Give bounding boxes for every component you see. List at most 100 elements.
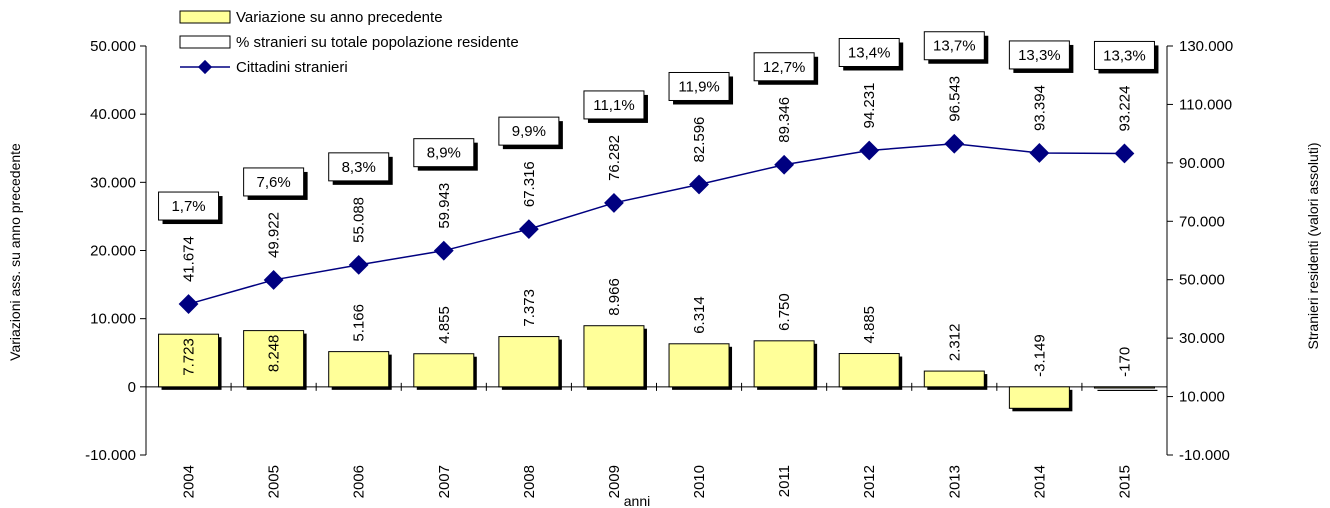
pct-label: 13,7%	[933, 38, 976, 55]
pct-box	[838, 37, 900, 67]
y-axis-right-title: Stranieri residenti (valori assoluti)	[1305, 143, 1321, 350]
bar-value-label: 4.885	[861, 306, 878, 344]
legend-label-bar: Variazione su anno precedente	[236, 9, 443, 26]
line-value-label: 41.674	[181, 236, 198, 282]
line-value-label: 76.282	[606, 135, 623, 181]
bar	[583, 325, 645, 388]
y-tick-right-label: 70.000	[1179, 213, 1225, 230]
line-marker	[859, 140, 880, 161]
bar-value-label: 6.750	[776, 293, 793, 331]
line-series	[188, 142, 1125, 305]
bar	[1093, 386, 1155, 389]
pct-box	[498, 116, 560, 146]
y-axis-left-title: Variazioni ass. su anno precedente	[7, 143, 23, 361]
bar-value-label: 8.966	[606, 278, 623, 316]
bar-value-label: 4.855	[436, 306, 453, 344]
bar	[753, 340, 815, 388]
bar-value-label: 8.248	[266, 335, 283, 373]
line-marker	[263, 270, 284, 290]
y-tick-right-label: 110.000	[1179, 96, 1232, 113]
pct-label: 13,4%	[848, 44, 891, 61]
x-tick-label: 2010	[691, 465, 708, 498]
pct-label: 8,9%	[427, 145, 461, 162]
x-tick-label: 2011	[776, 465, 793, 497]
line-marker	[1114, 143, 1135, 164]
y-tick-right-label: 90.000	[1179, 155, 1225, 172]
line-value-label: 89.346	[776, 97, 793, 143]
pct-box	[923, 31, 985, 61]
pct-label: 7,6%	[257, 174, 291, 191]
x-axis-title: anni	[624, 493, 650, 508]
y-tick-right-label: 50.000	[1179, 272, 1225, 289]
legend-label-pct: % stranieri su totale popolazione reside…	[236, 34, 519, 51]
line-marker	[1029, 143, 1050, 163]
line-marker	[348, 254, 369, 275]
line-value-label: 49.922	[266, 212, 283, 258]
bar	[668, 343, 730, 388]
line-value-label: 67.316	[521, 161, 538, 207]
line-marker	[944, 133, 965, 154]
line-marker	[178, 294, 199, 314]
bar	[328, 351, 390, 388]
x-tick-label: 2005	[266, 465, 283, 498]
pct-box	[583, 90, 645, 120]
y-tick-left-label: 30.000	[90, 174, 136, 191]
bar	[498, 336, 560, 388]
legend-swatch-pct	[179, 35, 231, 49]
bar-value-label: 7.723	[181, 338, 198, 376]
legend: Variazione su anno precedente % stranier…	[179, 9, 519, 76]
bar-value-label: -3.149	[1031, 334, 1048, 377]
plot-area: -10.000 0 10.000 20.000 30.000 40.000 50.000 -1…	[85, 31, 1233, 498]
pct-box	[243, 167, 305, 197]
line-value-label: 55.088	[351, 197, 368, 243]
bar-value-label: 7.373	[521, 289, 538, 327]
pct-label: 9,9%	[512, 123, 546, 140]
legend-label-line: Cittadini stranieri	[236, 59, 348, 76]
pct-box	[753, 52, 815, 82]
legend-swatch-bar	[179, 10, 231, 24]
y-tick-left-label: 40.000	[90, 106, 136, 123]
pct-label: 13,3%	[1018, 47, 1061, 64]
pct-box	[328, 152, 390, 182]
pct-box	[1008, 40, 1070, 70]
x-tick-label: 2008	[521, 465, 538, 498]
pct-label: 8,3%	[342, 159, 376, 176]
pct-label: 11,9%	[678, 78, 719, 95]
x-tick-label: 2012	[861, 465, 878, 498]
x-tick-label: 2015	[1116, 465, 1133, 498]
y-tick-left-label: 10.000	[90, 311, 136, 328]
bar	[1008, 386, 1070, 409]
x-tick-label: 2014	[1031, 465, 1048, 498]
line-marker	[604, 193, 624, 213]
line-marker	[433, 240, 454, 261]
bar-value-label: 2.312	[946, 324, 963, 362]
bar-value-label: 6.314	[691, 296, 708, 334]
x-tick-label: 2007	[436, 465, 453, 498]
line-value-label: 94.231	[861, 83, 878, 129]
bar	[158, 333, 220, 388]
line-value-label: 96.543	[946, 76, 963, 122]
y-tick-right-label: 10.000	[1179, 389, 1225, 406]
y-tick-left-label: 0	[128, 379, 136, 396]
y-tick-right-label: -10.000	[1179, 447, 1230, 464]
line-marker	[774, 154, 795, 175]
bar-value-label: 5.166	[351, 304, 368, 342]
y-tick-left-label: 20.000	[90, 243, 136, 260]
line-value-label: 82.596	[691, 117, 708, 163]
pct-box	[158, 191, 220, 221]
line-value-label: 93.224	[1116, 86, 1133, 132]
pct-label: 11,1%	[593, 97, 634, 114]
bar-shadow	[1097, 389, 1158, 391]
x-tick-label: 2004	[181, 465, 198, 498]
line-marker	[518, 219, 539, 240]
x-tick-label: 2006	[351, 465, 368, 498]
line-marker	[689, 174, 709, 195]
bar	[413, 353, 475, 388]
y-tick-right-label: 30.000	[1179, 330, 1225, 347]
pct-box	[413, 138, 475, 168]
bar	[243, 330, 305, 388]
pct-label: 1,7%	[171, 198, 205, 215]
line-value-label: 93.394	[1031, 85, 1048, 131]
y-tick-right-label: 130.000	[1179, 38, 1233, 55]
pct-box	[1093, 40, 1155, 70]
